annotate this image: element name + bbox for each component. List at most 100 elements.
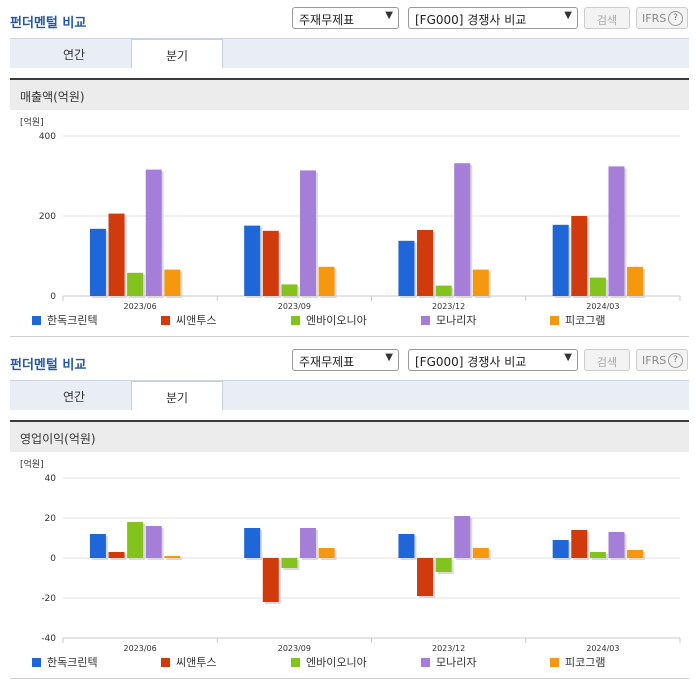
x-tick-label: 2024/03 — [586, 302, 619, 310]
legend-item[interactable]: 피코그램 — [550, 654, 605, 670]
bar-series-4 — [608, 532, 625, 558]
bar-series-5 — [318, 266, 335, 296]
statement-select[interactable]: 주재무제표 ▼ — [292, 7, 399, 29]
tab-quarterly[interactable]: 분기 — [131, 39, 223, 68]
panel-header: 펀더멘털 비교 주재무제표 ▼ [FG000] 경쟁사 비교 ▼ 검색 IFRS… — [0, 0, 696, 36]
legend-item[interactable]: 엔바이오니아 — [291, 654, 367, 670]
legend-swatch — [291, 658, 300, 667]
chart-subtitle: 영업이익(억원) — [10, 420, 689, 452]
panel-title: 펀더멘털 비교 — [10, 358, 87, 373]
legend-label: 피코그램 — [565, 314, 606, 327]
ifrs-button[interactable]: IFRS ? — [636, 7, 688, 29]
bar-series-4 — [608, 166, 625, 296]
bar-series-3 — [127, 522, 144, 558]
y-tick-label: 0 — [50, 554, 56, 564]
search-button[interactable]: 검색 — [584, 7, 630, 29]
bar-series-1 — [89, 534, 106, 558]
y-unit-label: [억원] — [20, 458, 44, 470]
divider — [10, 336, 689, 337]
bar-series-3 — [435, 285, 452, 296]
bar-series-4 — [299, 528, 316, 558]
ifrs-button[interactable]: IFRS ? — [636, 349, 688, 371]
bar-series-2 — [262, 230, 279, 296]
bar-series-4 — [145, 526, 162, 558]
bar-series-2 — [417, 558, 434, 596]
legend-label: 피코그램 — [565, 656, 606, 669]
bar-series-5 — [472, 548, 489, 558]
statement-select-value: 주재무제표 — [299, 13, 355, 27]
bar-series-3 — [589, 277, 606, 296]
compare-select[interactable]: [FG000] 경쟁사 비교 ▼ — [408, 7, 578, 29]
bar-series-3 — [281, 558, 298, 568]
bar-series-5 — [164, 556, 181, 558]
operating-profit-panel: 펀더멘털 비교 주재무제표 ▼ [FG000] 경쟁사 비교 ▼ 검색 IFRS… — [0, 342, 696, 684]
legend-swatch — [291, 316, 300, 325]
bar-series-4 — [299, 170, 316, 296]
legend-item[interactable]: 모나리자 — [421, 312, 476, 328]
tab-annual[interactable]: 연간 — [62, 390, 86, 404]
bar-series-2 — [417, 230, 434, 296]
statement-select[interactable]: 주재무제표 ▼ — [292, 349, 399, 371]
legend-label: 한독크린텍 — [47, 314, 98, 327]
bar-series-2 — [571, 216, 588, 296]
bar-series-3 — [127, 272, 144, 296]
bar-series-2 — [108, 213, 125, 296]
y-tick-label: 200 — [39, 212, 56, 222]
x-tick-label: 2023/09 — [278, 644, 311, 652]
bar-series-4 — [454, 516, 471, 558]
legend-swatch — [32, 658, 41, 667]
bar-series-5 — [627, 266, 644, 296]
chevron-down-icon: ▼ — [385, 352, 393, 363]
bar-series-1 — [89, 228, 106, 296]
tab-annual[interactable]: 연간 — [62, 48, 86, 62]
x-tick-label: 2023/06 — [124, 644, 157, 652]
bar-series-5 — [164, 269, 181, 296]
x-tick-label: 2023/06 — [124, 302, 157, 310]
legend-label: 엔바이오니아 — [306, 656, 367, 669]
search-button[interactable]: 검색 — [584, 349, 630, 371]
legend-label: 씨앤투스 — [176, 656, 217, 669]
bar-series-1 — [398, 534, 415, 558]
legend-item[interactable]: 한독크린텍 — [32, 312, 98, 328]
legend-label: 모나리자 — [436, 314, 477, 327]
legend-item[interactable]: 피코그램 — [550, 312, 605, 328]
y-unit-label: [억원] — [20, 116, 44, 128]
legend-item[interactable]: 모나리자 — [421, 654, 476, 670]
bar-series-3 — [589, 552, 606, 558]
legend-item[interactable]: 엔바이오니아 — [291, 312, 367, 328]
y-tick-label: -40 — [41, 634, 56, 644]
bar-series-1 — [552, 540, 569, 558]
legend-swatch — [32, 316, 41, 325]
chevron-down-icon: ▼ — [564, 10, 572, 21]
operating-profit-chart: [억원] -40 -20 0 20 40 2023/06 2023/09 2023/12 2024… — [20, 458, 681, 652]
bar-series-4 — [454, 163, 471, 296]
legend-swatch — [550, 658, 559, 667]
bar-series-3 — [435, 558, 452, 572]
legend-swatch — [161, 316, 170, 325]
bar-series-1 — [244, 225, 261, 296]
chart-subtitle: 매출액(억원) — [10, 78, 689, 110]
y-tick-label: 0 — [50, 292, 56, 302]
ifrs-label: IFRS — [642, 12, 667, 25]
help-icon: ? — [668, 353, 683, 368]
statement-select-value: 주재무제표 — [299, 355, 355, 369]
compare-select-value: [FG000] 경쟁사 비교 — [415, 13, 527, 27]
chart-legend: 한독크린텍 씨앤투스 엔바이오니아 모나리자 피코그램 — [0, 654, 696, 672]
x-tick-label: 2023/12 — [432, 302, 465, 310]
chevron-down-icon: ▼ — [564, 352, 572, 363]
legend-item[interactable]: 씨앤투스 — [161, 654, 216, 670]
panel-header: 펀더멘털 비교 주재무제표 ▼ [FG000] 경쟁사 비교 ▼ 검색 IFRS… — [0, 342, 696, 378]
ifrs-label: IFRS — [642, 354, 667, 367]
legend-item[interactable]: 한독크린텍 — [32, 654, 98, 670]
compare-select[interactable]: [FG000] 경쟁사 비교 ▼ — [408, 349, 578, 371]
bar-series-2 — [262, 558, 279, 602]
panel-title: 펀더멘털 비교 — [10, 16, 87, 31]
x-tick-label: 2024/03 — [586, 644, 619, 652]
legend-item[interactable]: 씨앤투스 — [161, 312, 216, 328]
y-tick-label: -20 — [41, 594, 56, 604]
legend-swatch — [421, 316, 430, 325]
tab-quarterly[interactable]: 분기 — [131, 381, 223, 410]
bar-series-2 — [108, 552, 125, 558]
legend-label: 씨앤투스 — [176, 314, 217, 327]
x-tick-label: 2023/09 — [278, 302, 311, 310]
